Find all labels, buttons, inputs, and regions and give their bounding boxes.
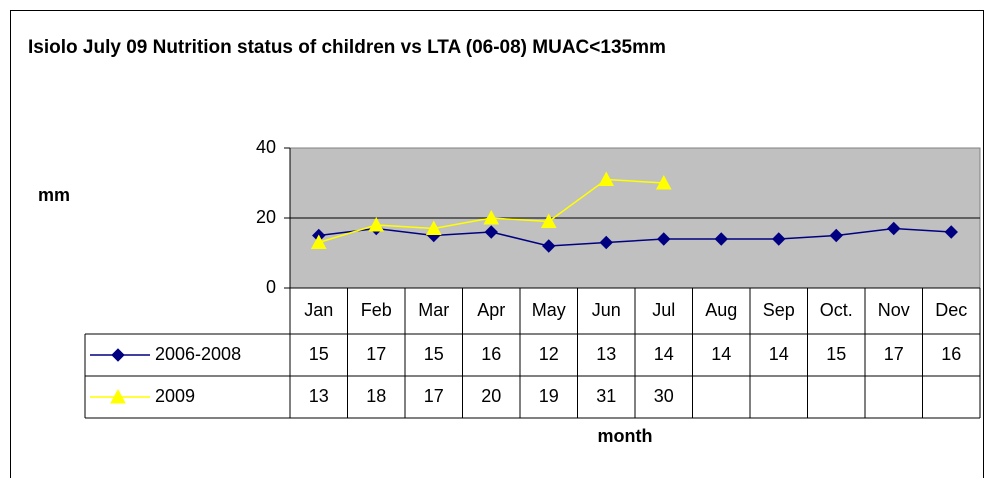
x-tick-label: Oct.: [820, 300, 853, 320]
table-value: 15: [424, 344, 444, 364]
data-point: [598, 171, 615, 186]
table-value: 14: [711, 344, 731, 364]
x-tick-label: Jul: [652, 300, 675, 320]
y-tick-label: 0: [266, 277, 276, 297]
table-value: 13: [309, 386, 329, 406]
data-point: [829, 228, 843, 243]
data-point: [483, 209, 500, 225]
x-tick-label: Nov: [878, 300, 910, 320]
data-point: [887, 221, 901, 236]
x-tick-label: Jun: [592, 300, 621, 320]
table-value: 17: [424, 386, 444, 406]
table-value: 14: [654, 344, 674, 364]
chart-title: Isiolo July 09 Nutrition status of child…: [28, 37, 666, 58]
table-value: 13: [596, 344, 616, 364]
legend-marker: [111, 348, 125, 362]
x-tick-label: Mar: [418, 300, 449, 320]
data-point: [714, 232, 728, 246]
table-value: 31: [596, 386, 616, 406]
data-point: [944, 225, 958, 239]
x-tick-label: Aug: [705, 300, 737, 320]
x-tick-label: Sep: [763, 300, 795, 320]
legend-marker: [110, 388, 126, 404]
table-value: 18: [366, 386, 386, 406]
data-point: [657, 232, 671, 246]
data-point: [542, 239, 556, 253]
data-point: [540, 213, 557, 228]
y-tick-label: 40: [256, 137, 276, 157]
x-axis-label: month: [598, 426, 653, 446]
table-value: 17: [884, 344, 904, 364]
table-value: 15: [309, 344, 329, 364]
table-value: 16: [481, 344, 501, 364]
x-tick-label: Dec: [935, 300, 967, 320]
legend-label: 2006-2008: [155, 344, 241, 364]
data-point: [599, 235, 613, 250]
data-point: [310, 234, 327, 249]
table-value: 14: [769, 344, 789, 364]
series-line: [318, 227, 952, 247]
data-point: [368, 216, 385, 232]
data-point: [425, 220, 442, 235]
data-point: [772, 232, 786, 246]
y-tick-label: 20: [256, 207, 276, 227]
data-point: [484, 225, 498, 239]
x-tick-label: May: [532, 300, 566, 320]
table-value: 15: [826, 344, 846, 364]
data-point: [655, 174, 672, 190]
x-tick-label: Apr: [477, 300, 505, 320]
x-tick-label: Jan: [304, 300, 333, 320]
table-value: 20: [481, 386, 501, 406]
table-value: 30: [654, 386, 674, 406]
table-value: 19: [539, 386, 559, 406]
y-axis-label: mm: [38, 185, 70, 205]
legend-label: 2009: [155, 386, 195, 406]
table-value: 16: [941, 344, 961, 364]
x-tick-label: Feb: [361, 300, 392, 320]
table-value: 17: [366, 344, 386, 364]
table-value: 12: [539, 344, 559, 364]
